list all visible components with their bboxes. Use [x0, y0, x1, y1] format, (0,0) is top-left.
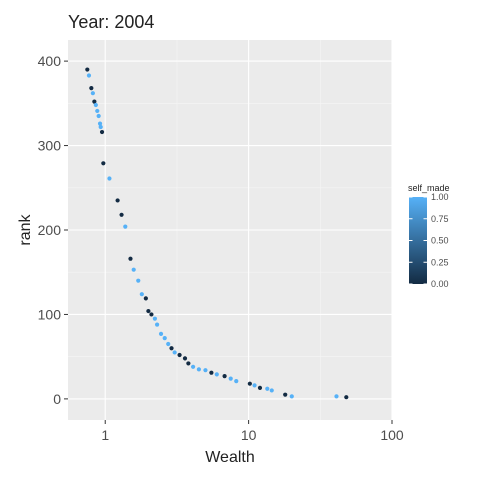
data-point — [92, 99, 97, 104]
data-point — [99, 129, 105, 135]
data-point — [123, 224, 128, 229]
chart-title: Year: 2004 — [68, 12, 154, 32]
y-tick-label: 400 — [38, 53, 62, 69]
data-point — [247, 381, 252, 386]
data-point — [149, 312, 154, 317]
data-point — [93, 102, 98, 108]
data-point — [96, 113, 101, 119]
x-axis: 1 10 100 — [101, 420, 404, 443]
data-point — [182, 356, 188, 361]
data-point — [136, 278, 141, 283]
data-point — [86, 73, 92, 78]
data-point — [154, 322, 160, 327]
data-point — [85, 67, 90, 72]
legend-tick-label: 1.00 — [431, 192, 449, 202]
data-point — [172, 350, 177, 355]
data-point — [143, 296, 148, 301]
y-tick-label: 200 — [38, 222, 62, 238]
x-tick-label: 1 — [101, 427, 109, 443]
data-point — [196, 367, 201, 372]
legend: self_made 1.00 0.75 0.50 0.25 0.00 — [408, 183, 450, 289]
data-point — [115, 198, 120, 203]
data-point — [269, 388, 274, 393]
data-point — [186, 361, 191, 366]
data-point — [289, 394, 294, 399]
data-point — [169, 346, 174, 351]
data-point — [162, 335, 167, 341]
data-point — [131, 267, 136, 272]
data-point — [257, 385, 263, 391]
data-point — [158, 331, 164, 336]
data-point — [344, 395, 349, 400]
data-point — [209, 370, 214, 375]
data-point — [190, 364, 196, 369]
data-points — [85, 67, 349, 400]
data-point — [214, 372, 219, 377]
data-point — [119, 212, 124, 217]
data-point — [89, 86, 94, 91]
data-point — [166, 341, 171, 347]
data-point — [252, 383, 257, 388]
x-tick-label: 10 — [241, 427, 257, 443]
data-point — [152, 316, 157, 321]
data-point — [90, 91, 95, 96]
y-tick-label: 100 — [38, 306, 62, 322]
y-tick-label: 0 — [53, 391, 61, 407]
legend-title: self_made — [408, 183, 450, 193]
data-point — [234, 379, 239, 384]
legend-tick-label: 0.00 — [431, 279, 449, 289]
legend-tick-label: 0.25 — [431, 257, 449, 267]
data-point — [107, 176, 112, 181]
data-point — [177, 352, 182, 358]
data-point — [265, 386, 270, 391]
data-point — [203, 368, 208, 373]
data-point — [97, 121, 103, 126]
legend-tick-label: 0.50 — [431, 236, 449, 246]
data-point — [101, 161, 106, 166]
data-point — [228, 376, 233, 381]
data-point — [283, 392, 288, 397]
data-point — [139, 292, 144, 297]
legend-ticks: 1.00 0.75 0.50 0.25 0.00 — [409, 192, 449, 289]
data-point — [146, 308, 151, 314]
y-axis: 0 100 200 300 400 — [38, 53, 68, 407]
data-point — [334, 394, 339, 399]
y-axis-title: rank — [17, 213, 34, 245]
x-tick-label: 100 — [380, 427, 404, 443]
colorbar — [409, 197, 427, 284]
data-point — [128, 256, 133, 261]
legend-tick-label: 0.75 — [431, 214, 449, 224]
data-point — [95, 108, 100, 114]
x-axis-title: Wealth — [205, 449, 255, 466]
grid-major — [68, 40, 393, 420]
data-point — [98, 124, 103, 130]
y-tick-label: 300 — [38, 138, 62, 154]
data-point — [222, 373, 227, 379]
